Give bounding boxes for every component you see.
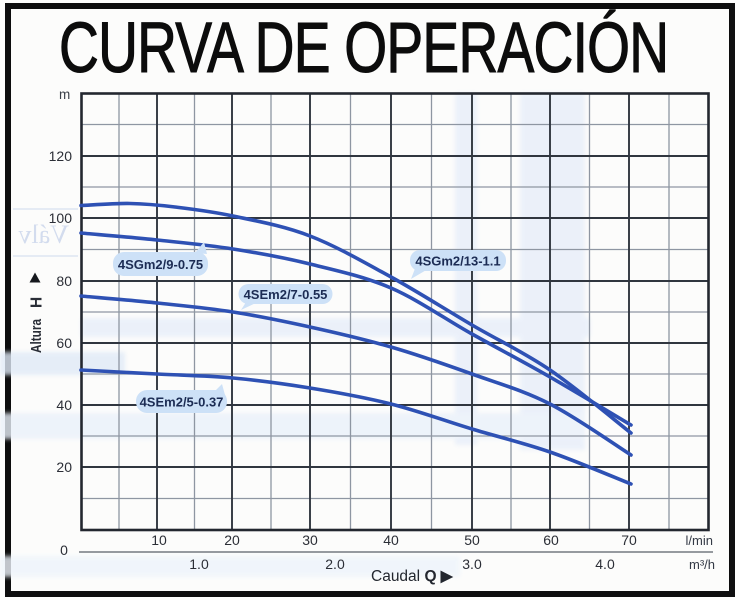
svg-text:m: m (59, 87, 70, 102)
svg-text:70: 70 (621, 532, 637, 548)
svg-text:120: 120 (49, 148, 73, 164)
svg-text:H: H (29, 297, 46, 308)
svg-text:10: 10 (151, 532, 167, 548)
svg-text:2.0: 2.0 (325, 556, 345, 572)
svg-text:4.0: 4.0 (595, 556, 615, 572)
svg-text:20: 20 (56, 459, 72, 475)
svg-text:Caudal Q ▶: Caudal Q ▶ (371, 568, 454, 585)
svg-text:3.0: 3.0 (462, 556, 482, 572)
svg-text:Válv: Válv (18, 220, 69, 249)
svg-text:80: 80 (56, 273, 72, 289)
svg-text:4SGm2/13-1.1: 4SGm2/13-1.1 (415, 254, 500, 269)
svg-text:20: 20 (224, 532, 240, 548)
svg-text:60: 60 (543, 532, 559, 548)
svg-text:4SEm2/5-0.37: 4SEm2/5-0.37 (140, 395, 224, 410)
svg-text:40: 40 (56, 397, 72, 413)
svg-text:Altura: Altura (28, 318, 45, 353)
svg-text:40: 40 (383, 532, 399, 548)
svg-text:1.0: 1.0 (189, 556, 209, 572)
svg-text:4SEm2/7-0.55: 4SEm2/7-0.55 (244, 287, 328, 302)
svg-text:100: 100 (49, 210, 73, 226)
svg-text:50: 50 (464, 532, 480, 548)
svg-text:l/min: l/min (686, 533, 713, 548)
svg-text:4SGm2/9-0.75: 4SGm2/9-0.75 (118, 257, 203, 272)
svg-text:30: 30 (302, 532, 318, 548)
svg-text:60: 60 (56, 335, 72, 351)
svg-text:m³/h: m³/h (689, 557, 715, 572)
svg-text:0: 0 (60, 542, 68, 558)
